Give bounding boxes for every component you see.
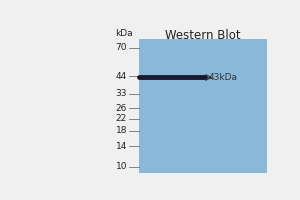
- Text: 14: 14: [116, 142, 127, 151]
- Text: kDa: kDa: [115, 29, 133, 38]
- Text: 10: 10: [116, 162, 127, 171]
- Text: Western Blot: Western Blot: [165, 29, 240, 42]
- Text: 70: 70: [116, 43, 127, 52]
- Text: 33: 33: [116, 89, 127, 98]
- Text: 26: 26: [116, 104, 127, 113]
- Text: 22: 22: [116, 114, 127, 123]
- Bar: [139, 39, 266, 173]
- Text: 18: 18: [116, 126, 127, 135]
- Text: 43kDa: 43kDa: [208, 73, 237, 82]
- Text: 44: 44: [116, 72, 127, 81]
